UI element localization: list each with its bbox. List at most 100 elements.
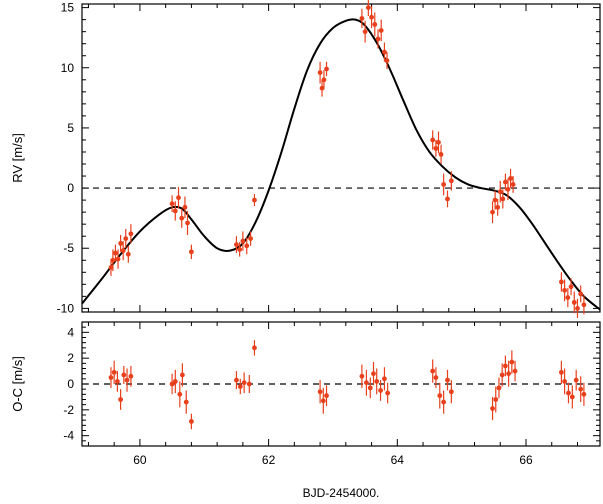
residuals-data-point <box>172 379 178 384</box>
rv-data-point <box>365 5 371 11</box>
rv-data-point <box>321 77 327 83</box>
residuals-xtick-label: 62 <box>262 453 276 467</box>
residuals-data-point <box>493 397 499 402</box>
rv-data-point <box>571 299 577 305</box>
rv-data-point <box>384 58 390 63</box>
residuals-data-point <box>499 372 505 378</box>
residuals-data-point <box>382 376 387 382</box>
residuals-data-point <box>188 419 194 424</box>
rv-data-point <box>244 243 250 249</box>
rv-data-point <box>445 196 450 202</box>
residuals-data-point <box>581 391 587 397</box>
rv-data-point <box>182 204 188 210</box>
residuals-data-point <box>237 384 243 389</box>
rv-data-point <box>562 287 568 293</box>
rv-data-point <box>505 186 511 192</box>
rv-data-point <box>188 249 194 255</box>
residuals-data-point <box>124 377 130 383</box>
rv-data-point <box>185 220 190 226</box>
rv-ytick-label: 5 <box>67 121 74 135</box>
residuals-xtick-label: 60 <box>133 453 147 467</box>
rv-data-point <box>497 189 503 195</box>
residuals-data-point <box>578 386 584 392</box>
rv-data-point <box>359 16 365 21</box>
rv-plot-frame <box>81 3 601 313</box>
rv-data-point <box>492 197 498 203</box>
rv-data-point <box>372 22 378 27</box>
residuals-data-point <box>317 389 323 395</box>
rv-data-point <box>118 241 124 246</box>
residuals-data-point <box>108 375 114 380</box>
rv-data-point <box>430 137 436 143</box>
residuals-ytick-label: 2 <box>67 351 74 365</box>
rv-data-point <box>172 208 178 214</box>
residuals-ticks: -4 -2 0 2 4 60 62 64 66 <box>63 321 600 467</box>
residuals-data-point <box>445 377 450 383</box>
rv-data-point <box>510 182 516 187</box>
residuals-data-point <box>441 399 447 405</box>
residuals-data-point <box>241 380 247 386</box>
residuals-data-point <box>177 391 183 397</box>
residuals-data-point <box>234 377 239 383</box>
rv-data-point <box>362 29 368 35</box>
rv-data-point <box>234 242 239 248</box>
rv-data-point <box>324 66 329 72</box>
rv-data-point <box>108 265 114 270</box>
rv-data-point <box>382 49 387 55</box>
residuals-data-point <box>512 368 518 374</box>
residuals-data-point <box>569 394 575 400</box>
residuals-data-point <box>573 377 579 383</box>
rv-data-point <box>578 291 584 297</box>
rv-data-point <box>565 295 571 300</box>
rv-model-line <box>81 18 601 311</box>
rv-ytick-label: -5 <box>63 241 74 255</box>
rv-data-point <box>500 196 506 202</box>
residuals-data-point <box>183 399 189 405</box>
rv-data-point <box>503 179 508 185</box>
residuals-data-point <box>371 371 376 377</box>
rv-data-point <box>508 176 513 181</box>
rv-data-point <box>120 248 126 254</box>
residuals-data-point <box>121 372 127 378</box>
rv-data-points <box>108 0 587 319</box>
residuals-data-point <box>490 406 495 411</box>
residuals-data-point <box>378 388 383 393</box>
residuals-data-point <box>566 390 571 396</box>
residuals-data-point <box>430 368 436 374</box>
residuals-data-point <box>506 371 512 377</box>
rv-ytick-label: 15 <box>61 1 75 15</box>
residuals-ytick-label: 4 <box>67 325 74 339</box>
rv-data-point <box>248 236 253 242</box>
residuals-data-point <box>320 398 326 404</box>
residuals-y-axis-label: O-C [m/s] <box>10 356 25 412</box>
rv-data-point <box>237 247 243 252</box>
residuals-data-point <box>503 363 508 369</box>
rv-data-point <box>169 201 175 207</box>
residuals-xtick-label: 64 <box>391 453 405 467</box>
rv-ytick-label: 0 <box>67 181 74 195</box>
residuals-data-point <box>562 379 568 384</box>
rv-data-point <box>113 250 118 256</box>
residuals-data-point <box>496 385 502 391</box>
residuals-data-point <box>324 393 329 399</box>
rv-data-point <box>252 197 257 203</box>
rv-data-point <box>448 178 454 184</box>
residuals-data-point <box>509 359 515 365</box>
rv-data-point <box>128 231 134 237</box>
rv-data-point <box>319 85 325 91</box>
residuals-data-point <box>558 369 564 375</box>
rv-data-point <box>433 145 439 151</box>
residuals-data-point <box>364 380 369 386</box>
rv-data-point <box>558 279 564 285</box>
rv-y-axis-label: RV [m/s] <box>10 133 25 183</box>
rv-ticks: -10 -5 0 5 10 15 <box>57 1 600 315</box>
rv-data-point <box>125 251 131 257</box>
residuals-data-point <box>118 397 124 402</box>
rv-data-point <box>436 139 441 145</box>
rv-ytick-label: 10 <box>61 61 75 75</box>
residuals-data-point <box>374 379 380 384</box>
rv-data-point <box>179 215 185 221</box>
residuals-data-points <box>108 340 587 430</box>
rv-data-point <box>115 256 121 262</box>
